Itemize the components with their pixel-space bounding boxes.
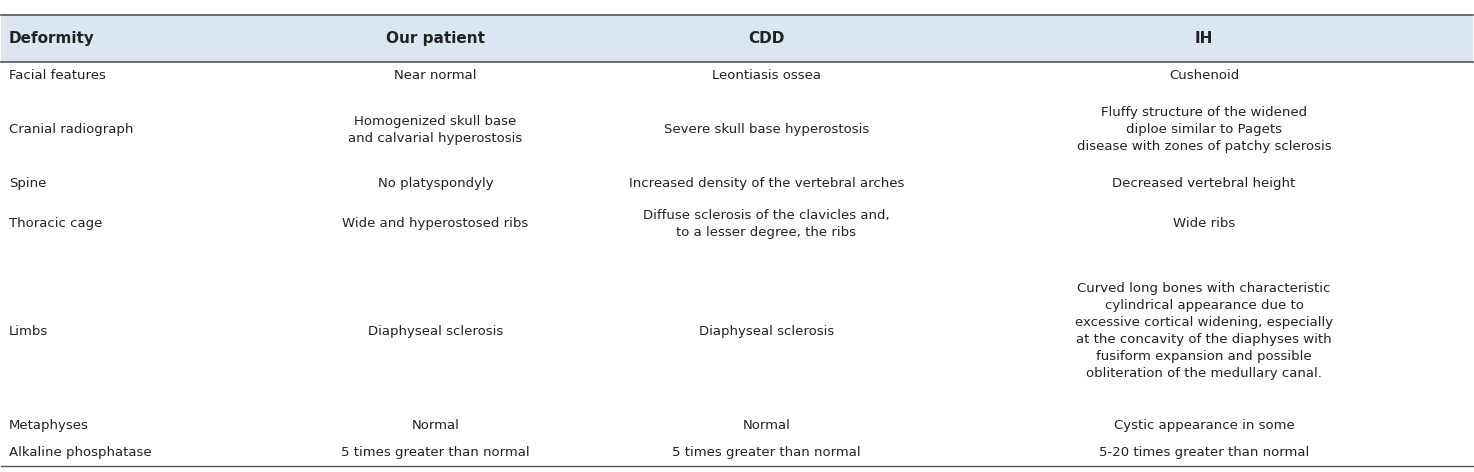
Text: 5 times greater than normal: 5 times greater than normal (672, 446, 861, 459)
Text: Decreased vertebral height: Decreased vertebral height (1113, 177, 1296, 190)
Text: No platyspondyly: No platyspondyly (377, 177, 494, 190)
Text: Normal: Normal (411, 419, 460, 432)
Text: Our patient: Our patient (386, 32, 485, 46)
Text: Near normal: Near normal (394, 69, 476, 82)
Text: Wide and hyperostosed ribs: Wide and hyperostosed ribs (342, 217, 529, 230)
Text: Normal: Normal (743, 419, 790, 432)
Text: Fluffy structure of the widened
diploe similar to Pagets
disease with zones of p: Fluffy structure of the widened diploe s… (1077, 106, 1331, 153)
Text: IH: IH (1195, 32, 1213, 46)
Text: Homogenized skull base
and calvarial hyperostosis: Homogenized skull base and calvarial hyp… (348, 115, 522, 144)
Text: Limbs: Limbs (9, 325, 49, 338)
Text: Thoracic cage: Thoracic cage (9, 217, 102, 230)
Text: Wide ribs: Wide ribs (1173, 217, 1235, 230)
Text: Curved long bones with characteristic
cylindrical appearance due to
excessive co: Curved long bones with characteristic cy… (1075, 282, 1332, 380)
Text: Cystic appearance in some: Cystic appearance in some (1114, 419, 1294, 432)
Text: Cranial radiograph: Cranial radiograph (9, 123, 133, 136)
FancyBboxPatch shape (1, 16, 1473, 62)
Text: Cushenoid: Cushenoid (1169, 69, 1240, 82)
Text: Spine: Spine (9, 177, 46, 190)
Text: 5 times greater than normal: 5 times greater than normal (340, 446, 529, 459)
Text: Increased density of the vertebral arches: Increased density of the vertebral arche… (629, 177, 904, 190)
Text: 5-20 times greater than normal: 5-20 times greater than normal (1100, 446, 1309, 459)
Text: Severe skull base hyperostosis: Severe skull base hyperostosis (663, 123, 870, 136)
Text: CDD: CDD (749, 32, 784, 46)
Text: Diaphyseal sclerosis: Diaphyseal sclerosis (699, 325, 834, 338)
Text: Leontiasis ossea: Leontiasis ossea (712, 69, 821, 82)
Text: Diffuse sclerosis of the clavicles and,
to a lesser degree, the ribs: Diffuse sclerosis of the clavicles and, … (643, 209, 890, 239)
Text: Metaphyses: Metaphyses (9, 419, 88, 432)
Text: Alkaline phosphatase: Alkaline phosphatase (9, 446, 152, 459)
Text: Diaphyseal sclerosis: Diaphyseal sclerosis (368, 325, 503, 338)
Text: Facial features: Facial features (9, 69, 106, 82)
Text: Deformity: Deformity (9, 32, 94, 46)
